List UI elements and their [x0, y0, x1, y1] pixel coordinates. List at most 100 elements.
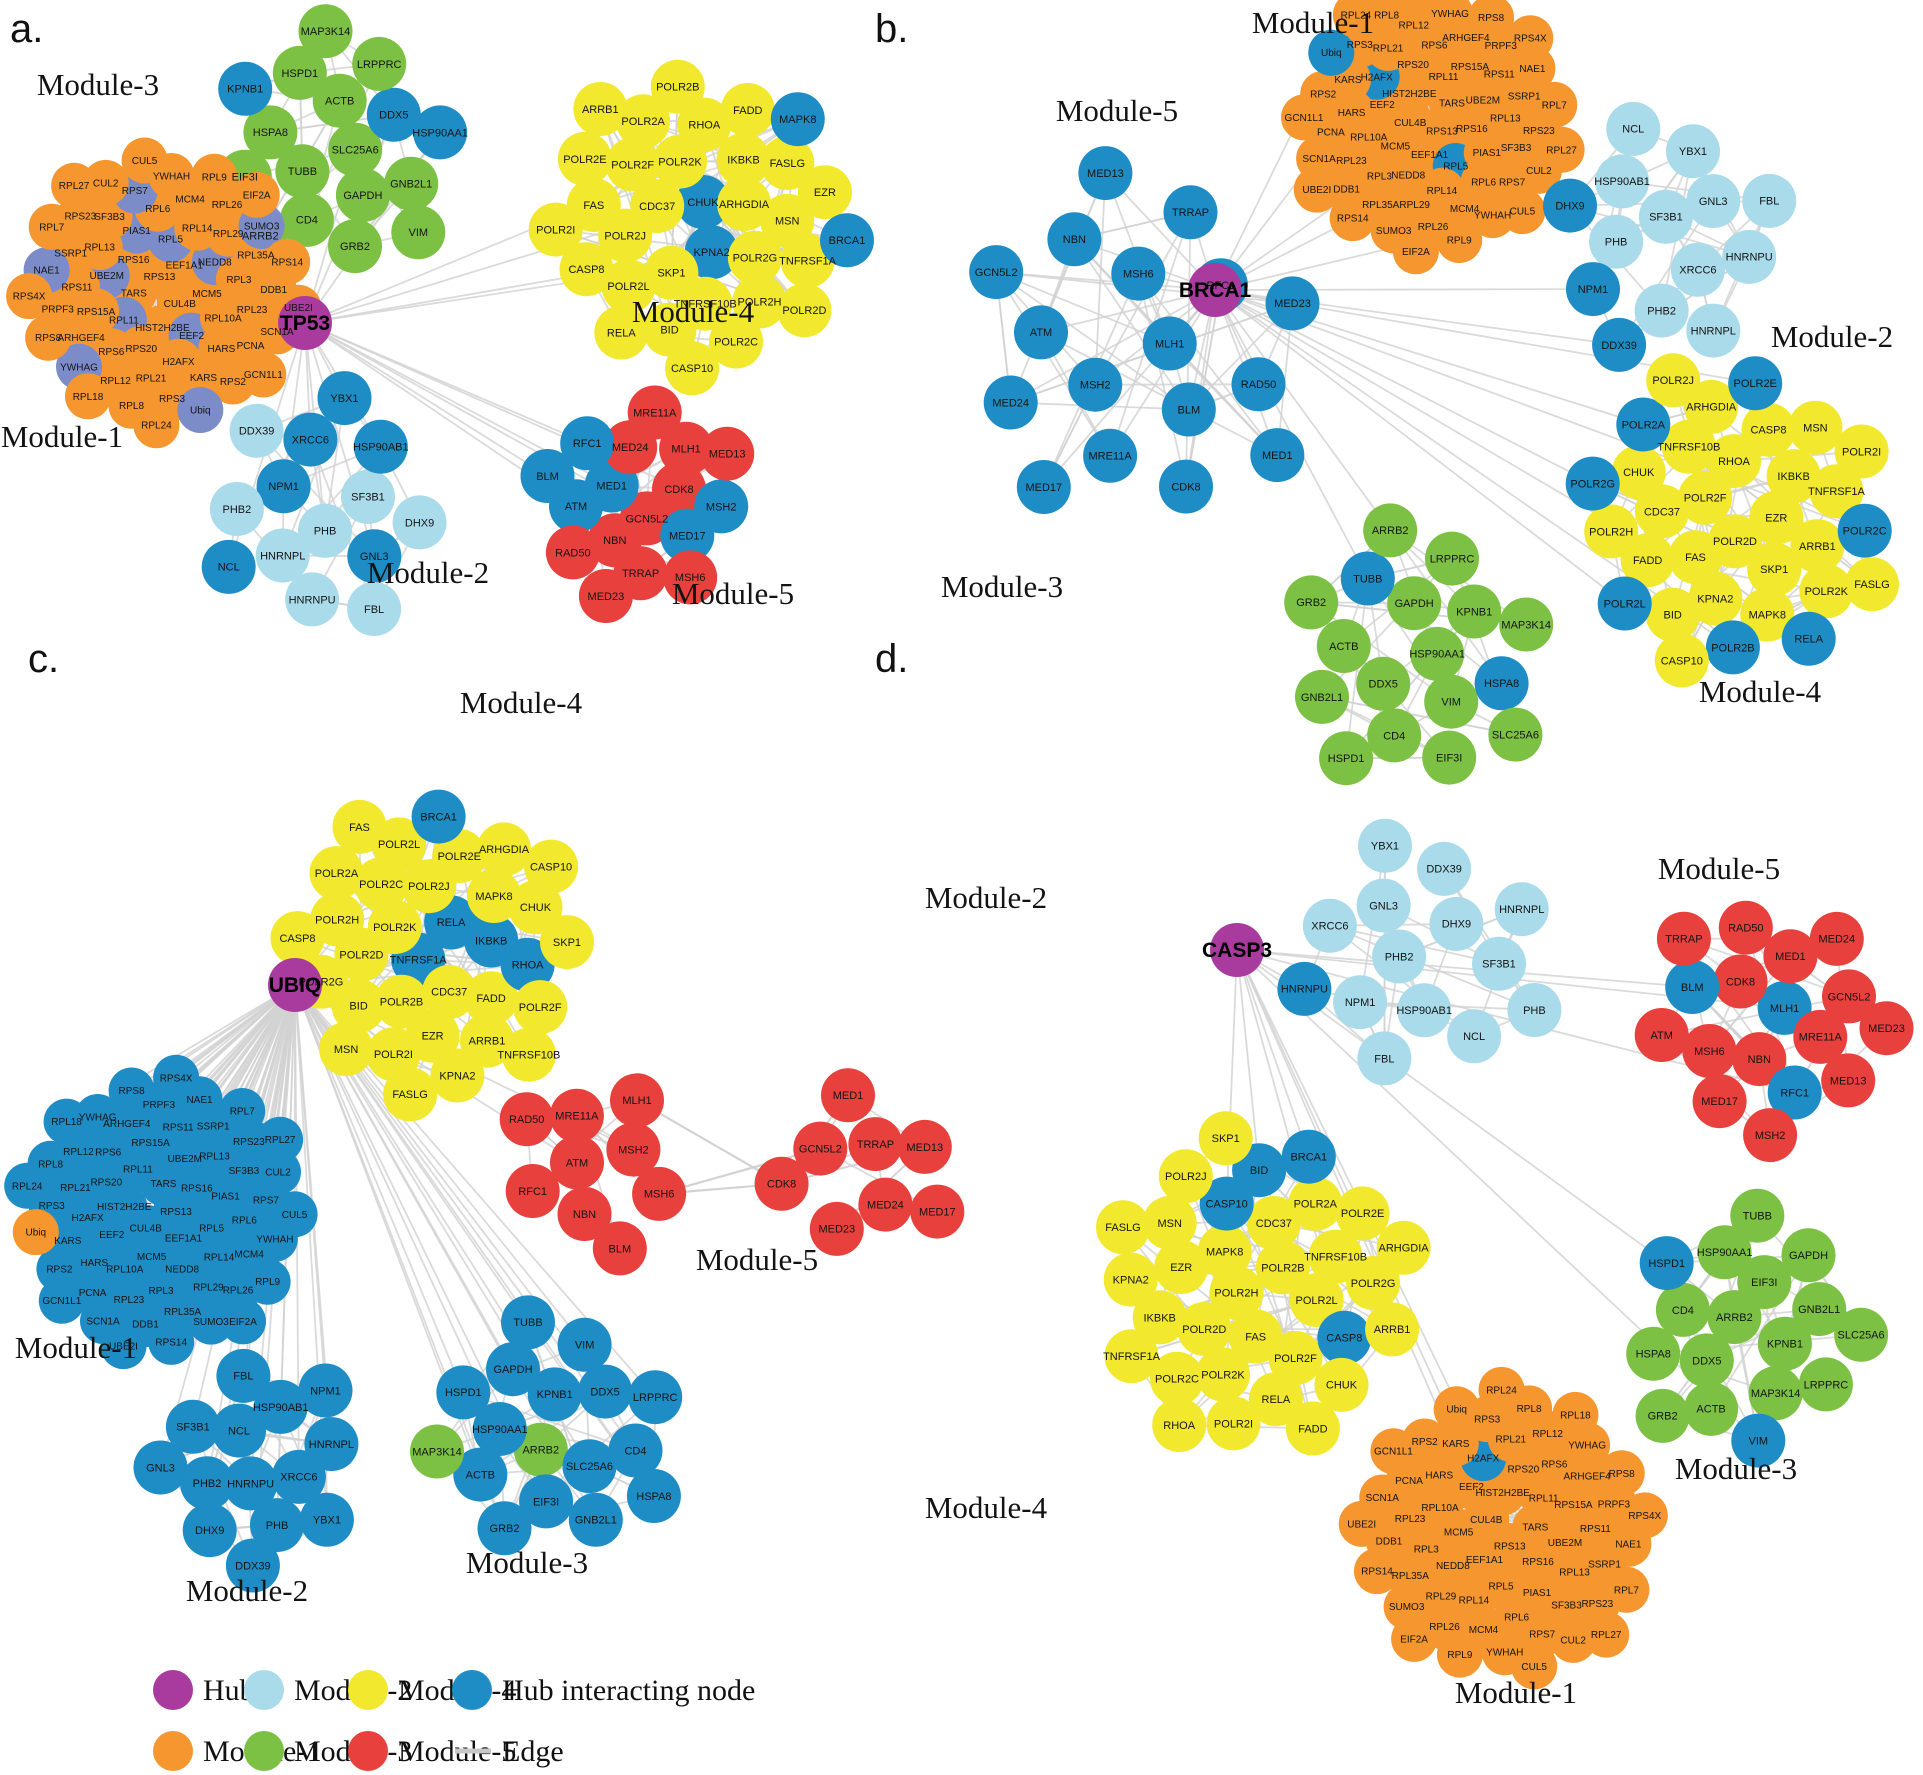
node-RPL9	[244, 1258, 291, 1305]
node-LRPPRC	[1425, 531, 1479, 586]
node-ARRB1	[1365, 1302, 1420, 1357]
node-LRPPRC	[628, 1370, 683, 1425]
edge	[1310, 601, 1452, 703]
node-ACTB	[453, 1447, 508, 1502]
panel-d: d.PHB2DHX9HSP90AB1GNL3SF3B1NPM1DDX39NCLX…	[875, 637, 1914, 1710]
node-BLM	[1161, 382, 1216, 437]
node-RPL7	[1531, 81, 1578, 128]
node-YBX1	[1666, 124, 1720, 179]
node-HNRNPL	[255, 528, 310, 583]
node-FBL	[1742, 173, 1797, 228]
edge	[1073, 238, 1190, 411]
node-FBL	[347, 582, 402, 636]
node-POLR2C	[1150, 1351, 1204, 1406]
node-MED23	[1265, 276, 1320, 331]
node-POLR2H	[1584, 504, 1639, 559]
node-Ubiq	[177, 387, 224, 433]
node-PHB	[250, 1498, 304, 1553]
node-ARRB2	[1363, 503, 1418, 558]
node-GRB2	[477, 1501, 532, 1556]
node-RPS4X	[1507, 15, 1554, 62]
node-RPS8	[1468, 0, 1515, 41]
node-MAPK8	[1197, 1224, 1252, 1279]
edge	[1236, 949, 1310, 1157]
legend-swatch-module-1	[153, 1731, 193, 1771]
node-YBX1	[1358, 818, 1412, 873]
node-BLM	[520, 449, 575, 503]
module-label: Module-1	[1252, 5, 1374, 40]
node-CDK8	[652, 462, 706, 517]
node-ARRB2	[1707, 1290, 1762, 1345]
node-POLR2E	[557, 131, 612, 186]
node-PHB	[298, 503, 352, 558]
node-HSPA8	[243, 105, 298, 160]
node-HSP90AB1	[1595, 154, 1650, 209]
module-label: Module-1	[1455, 1675, 1577, 1710]
node-SLC25A6	[1488, 707, 1543, 762]
node-EIF3I	[1422, 730, 1477, 785]
node-EIF2A	[233, 171, 280, 218]
node-POLR2A	[616, 94, 671, 149]
node-YBX1	[317, 371, 372, 426]
node-SF3B1	[1638, 189, 1693, 244]
node-EIF2A	[220, 1298, 266, 1345]
node-SF3B1	[165, 1399, 220, 1454]
node-POLR2G	[727, 230, 782, 285]
node-MAP3K14	[298, 4, 353, 59]
legend: HubsModule-2Module-4Hub interacting node…	[153, 1670, 755, 1771]
node-TUBB	[275, 144, 330, 199]
node-POLR2B	[374, 974, 429, 1029]
node-POLR2I	[528, 202, 583, 257]
edge	[1661, 995, 1850, 1036]
node-VIM	[1731, 1413, 1786, 1468]
node-EIF3I	[519, 1474, 574, 1529]
node-RPL7	[219, 1088, 266, 1134]
node-KPNA2	[1103, 1252, 1158, 1307]
node-KPNA2	[430, 1048, 485, 1103]
node-HNRNPU	[285, 572, 340, 627]
node-RFC1	[1767, 1065, 1822, 1120]
node-RPL18	[65, 373, 111, 420]
node-POLR2G	[1565, 456, 1620, 511]
node-FAS	[1228, 1309, 1283, 1364]
node-CUL5	[271, 1191, 318, 1238]
node-CDC37	[1246, 1196, 1301, 1250]
node-GCN1L1	[240, 351, 287, 398]
node-RPS14	[264, 238, 311, 285]
legend-swatch-module-4	[348, 1670, 388, 1710]
node-BRCA1	[411, 789, 466, 844]
node-HNRNPL	[1494, 882, 1549, 937]
node-MSH2	[606, 1122, 661, 1177]
node-RPS8	[108, 1067, 155, 1114]
legend-swatch-hubs	[153, 1670, 193, 1710]
node-HSPA8	[1626, 1326, 1681, 1381]
node-POLR2A	[1288, 1176, 1343, 1231]
node-MSN	[760, 193, 815, 248]
node-CHUK	[1611, 445, 1666, 500]
node-TUBB	[1340, 551, 1395, 606]
node-HNRNPL	[304, 1417, 359, 1472]
node-POLR2L	[1289, 1273, 1344, 1328]
node-GCN5L2	[793, 1121, 848, 1176]
node-RPS14	[1354, 1548, 1400, 1595]
node-POLR2I	[1206, 1396, 1261, 1451]
node-NBN	[1047, 212, 1102, 267]
module-label: Module-1	[15, 1330, 137, 1365]
node-POLR2E	[1728, 356, 1783, 411]
node-BRCA1	[1281, 1129, 1336, 1184]
node-MLH1	[1142, 316, 1197, 371]
node-MED1	[821, 1068, 875, 1123]
node-EZR	[797, 165, 852, 220]
node-CDC37	[1635, 484, 1689, 539]
node-POLR2G	[1346, 1256, 1401, 1310]
node-RPL27	[1538, 126, 1585, 173]
node-CASP8	[559, 242, 614, 297]
node-TRRAP	[848, 1117, 903, 1172]
node-TNFRSF10B	[1308, 1229, 1363, 1284]
node-ARHGDIA	[477, 822, 531, 877]
node-RPL24	[1478, 1366, 1525, 1413]
node-IKBKB	[716, 132, 771, 187]
node-POLR2B	[1255, 1240, 1310, 1295]
hub-TP53	[278, 296, 332, 350]
node-GNB2L1	[1295, 669, 1349, 724]
